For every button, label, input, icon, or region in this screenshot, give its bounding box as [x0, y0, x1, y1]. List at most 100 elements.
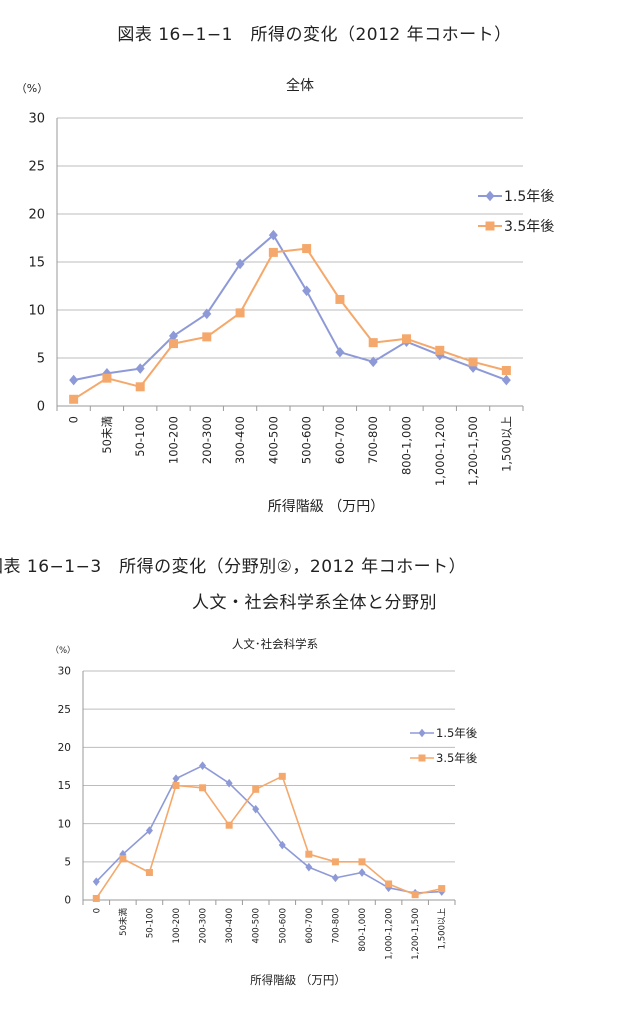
data-point-series-1	[335, 294, 345, 304]
data-point-series-1	[69, 394, 79, 404]
data-point-series-1	[119, 855, 127, 863]
series-line-0	[73, 234, 507, 382]
data-point-series-1	[145, 869, 153, 877]
data-point-series-1	[278, 772, 286, 780]
x-tick-label: 800-1,000	[400, 416, 414, 475]
series-line-0	[95, 764, 442, 894]
legend-marker	[485, 221, 495, 231]
x-tick-label: 200-300	[199, 908, 209, 944]
x-tick-label: 800-1,000	[358, 908, 368, 952]
x-axis-label: 所得階級 （万円）	[250, 973, 346, 987]
x-tick-label: 1,500以上	[438, 908, 448, 950]
legend-marker	[418, 754, 426, 762]
x-tick-label: 200-300	[200, 416, 214, 464]
data-point-series-0	[202, 308, 212, 320]
data-point-series-1	[102, 373, 112, 383]
data-point-series-1	[268, 247, 278, 257]
x-tick-label: 1,500以上	[499, 416, 513, 472]
chart-humanities-social-sciences: 人文･社会科学系 （%） 0 5 10 15 20 25 30 0 50未満 50-100 100-20…	[50, 637, 478, 987]
figure-title-1: 図表 16−1−1 所得の変化（2012 年コホート）	[117, 25, 512, 45]
data-point-series-0	[92, 877, 100, 886]
x-tick-label: 1,200-1,500	[466, 416, 480, 486]
x-tick-label: 1,200-1,500	[411, 908, 421, 960]
y-tick-label: 15	[28, 256, 45, 271]
x-tick-label: 300-400	[225, 908, 235, 944]
chart-title: 全体	[286, 77, 314, 94]
y-tick-label: 25	[28, 160, 45, 175]
data-point-series-0	[331, 873, 339, 883]
data-point-series-0	[119, 849, 127, 859]
data-point-series-1	[501, 365, 511, 375]
data-point-series-1	[402, 334, 411, 344]
legend-label: 1.5年後	[504, 189, 554, 205]
x-tick-label: 400-500	[266, 416, 280, 464]
data-point-series-0	[358, 868, 366, 877]
data-point-series-0	[102, 368, 112, 379]
data-point-series-1	[435, 345, 445, 355]
data-point-series-0	[69, 374, 79, 386]
data-point-series-0	[302, 285, 312, 297]
x-tick-label: 1,000-1,200	[385, 908, 395, 960]
data-point-series-1	[302, 244, 312, 254]
y-tick-label: 15	[58, 780, 71, 792]
legend-label: 3.5年後	[436, 751, 478, 765]
data-point-series-1	[92, 894, 100, 902]
figure-title-2: 図表 16−1−3 所得の変化（分野別②，2012 年コホート）	[0, 557, 467, 577]
x-axis-label: 所得階級 （万円）	[268, 498, 384, 515]
data-point-series-1	[252, 785, 260, 793]
y-tick-label: 5	[37, 352, 45, 367]
data-point-series-1	[225, 821, 233, 829]
chart-overall: 全体 （%） 0 5 10 15 20 25 30 0 50未満 50-100 100-200 200-3…	[16, 77, 554, 515]
legend-label: 1.5年後	[436, 726, 478, 740]
data-point-series-1	[331, 858, 339, 866]
data-point-series-0	[135, 363, 145, 374]
data-point-series-1	[358, 858, 366, 866]
y-tick-label: 5	[64, 857, 71, 869]
legend-label: 3.5年後	[504, 219, 554, 235]
x-tick-label: 0	[92, 908, 102, 913]
chart-title: 人文･社会科学系	[232, 637, 318, 651]
data-point-series-1	[235, 308, 245, 318]
y-tick-label: 30	[58, 666, 71, 678]
x-tick-label: 500-600	[278, 908, 288, 944]
data-point-series-0	[335, 346, 345, 358]
data-point-series-1	[438, 885, 446, 893]
y-tick-label: 10	[28, 304, 45, 319]
x-tick-label: 700-800	[331, 908, 341, 944]
x-tick-label: 50未満	[118, 908, 129, 936]
y-axis-unit-label: （%）	[50, 645, 75, 656]
x-tick-label: 0	[67, 416, 81, 423]
data-point-series-0	[199, 761, 207, 770]
y-tick-label: 25	[58, 704, 71, 716]
x-tick-label: 1,000-1,200	[433, 416, 447, 486]
data-point-series-0	[225, 778, 233, 788]
data-point-series-1	[468, 357, 478, 367]
data-point-series-0	[268, 229, 278, 241]
x-tick-label: 50-100	[145, 908, 155, 938]
y-tick-label: 0	[64, 895, 71, 907]
data-point-series-0	[278, 840, 286, 850]
y-tick-label: 20	[58, 742, 71, 754]
y-axis-unit-label: （%）	[16, 82, 48, 95]
data-point-series-0	[468, 362, 478, 373]
data-point-series-1	[411, 891, 419, 899]
x-tick-label: 100-200	[172, 908, 182, 944]
data-point-series-1	[169, 339, 178, 349]
x-tick-label: 100-200	[167, 416, 181, 464]
data-point-series-1	[135, 382, 145, 392]
data-point-series-0	[169, 330, 178, 342]
y-tick-label: 20	[28, 208, 45, 223]
x-tick-label: 700-800	[366, 416, 380, 464]
x-tick-label: 50未満	[100, 416, 114, 454]
data-point-series-0	[305, 862, 313, 872]
x-tick-label: 400-500	[252, 908, 262, 944]
y-tick-label: 0	[37, 400, 45, 415]
x-tick-label: 600-700	[305, 908, 315, 944]
legend-marker	[485, 190, 495, 202]
x-tick-label: 600-700	[333, 416, 347, 464]
series-line-1	[73, 247, 507, 401]
y-tick-label: 10	[58, 818, 71, 830]
data-point-series-1	[385, 880, 393, 888]
data-point-series-1	[368, 338, 378, 348]
data-point-series-1	[172, 782, 180, 789]
